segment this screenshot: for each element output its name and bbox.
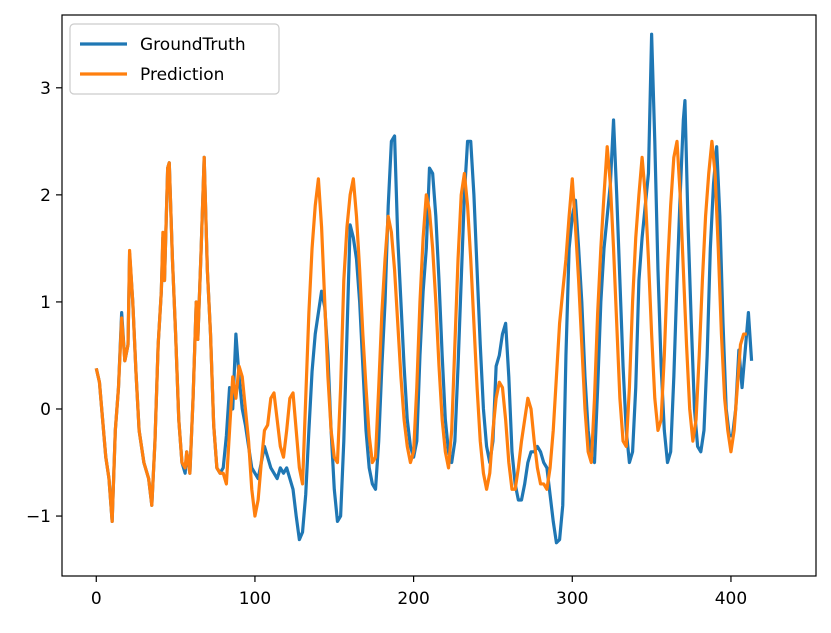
y-tick-label: 3: [40, 79, 51, 99]
plot-area: [94, 32, 754, 545]
series-line-prediction: [94, 139, 747, 523]
plot-frame: [61, 14, 817, 577]
legend: GroundTruth Prediction: [69, 23, 280, 95]
axes: 0 100 200 300 400 −1 0 1 2 3: [26, 14, 817, 609]
y-tick-label: 2: [40, 186, 51, 206]
x-tick-label: 300: [556, 589, 588, 609]
y-tick-label: −1: [26, 507, 51, 527]
x-tick-label: 0: [91, 589, 102, 609]
x-tick-label: 400: [715, 589, 747, 609]
legend-box: [69, 23, 280, 95]
y-tick-label: 1: [40, 293, 51, 313]
y-tick-label: 0: [40, 400, 51, 420]
x-tick-label: 200: [397, 589, 429, 609]
x-tick-label: 100: [239, 589, 271, 609]
legend-label-prediction: Prediction: [140, 65, 224, 85]
legend-label-groundtruth: GroundTruth: [140, 35, 246, 55]
